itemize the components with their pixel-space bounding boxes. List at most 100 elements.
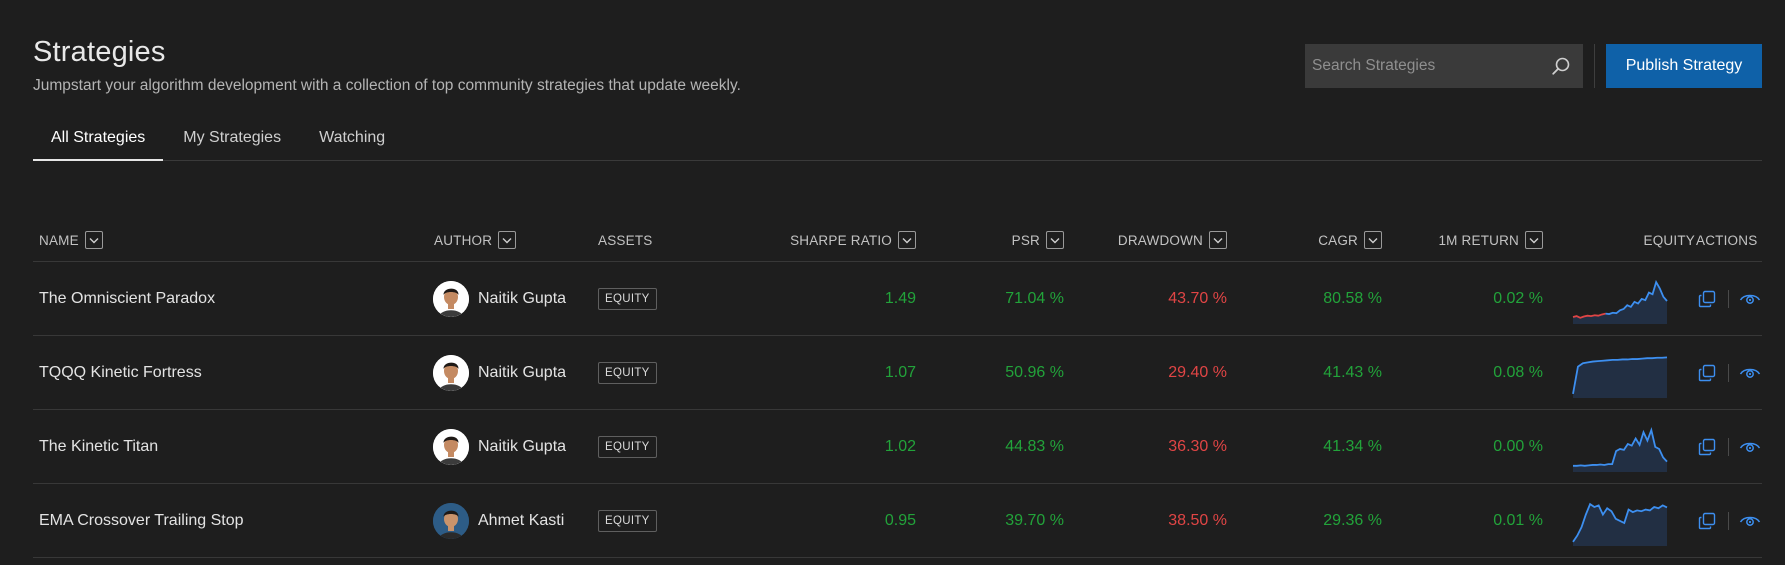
psr-value: 50.96 % (1005, 364, 1064, 381)
action-divider (1728, 438, 1729, 456)
col-drawdown-label: DRAWDOWN (1117, 232, 1203, 248)
chevron-down-icon[interactable] (1209, 231, 1227, 249)
header-divider (1594, 44, 1595, 88)
action-divider (1728, 364, 1729, 382)
equity-line (1573, 426, 1668, 467)
copy-icon[interactable] (1696, 288, 1718, 310)
sharpe-ratio: 0.95 (884, 512, 916, 529)
col-equity-header: EQUITY (1593, 218, 1695, 262)
assets-cell: EQUITY (598, 410, 657, 484)
author-name: Naitik Gupta (478, 290, 567, 307)
equity-area (1573, 430, 1667, 472)
chevron-down-icon[interactable] (84, 231, 103, 249)
chevron-down-icon[interactable] (898, 231, 916, 249)
psr-value: 44.83 % (1005, 438, 1064, 455)
avatar (433, 281, 469, 317)
asset-badge: EQUITY (598, 436, 657, 458)
chevron-down-icon[interactable] (1525, 231, 1543, 249)
assets-cell: EQUITY (598, 262, 657, 336)
page-title: Strategies (33, 36, 166, 68)
sharpe-ratio: 1.07 (884, 364, 916, 381)
cagr-value: 41.34 % (1323, 438, 1382, 455)
eye-icon[interactable] (1739, 436, 1761, 458)
publish-strategy-button[interactable]: Publish Strategy (1606, 44, 1762, 88)
psr-value: 71.04 % (1005, 290, 1064, 307)
strategy-name[interactable]: EMA Crossover Trailing Stop (39, 512, 244, 529)
search-box[interactable] (1305, 44, 1583, 88)
1m-return-value: 0.08 % (1493, 364, 1543, 381)
1m-return-value: 0.02 % (1493, 290, 1543, 307)
actions-cell (1696, 262, 1761, 336)
tab-all-strategies[interactable]: All Strategies (33, 116, 164, 161)
author-cell[interactable]: Naitik Gupta (433, 262, 566, 336)
col-sharpe-header[interactable]: SHARPE RATIO (733, 218, 916, 262)
chevron-down-icon[interactable] (498, 231, 517, 249)
equity-line (1572, 356, 1668, 395)
assets-cell: EQUITY (598, 484, 657, 558)
equity-cell (1571, 410, 1669, 484)
author-cell[interactable]: Naitik Gupta (433, 410, 566, 484)
search-input[interactable] (1312, 57, 1549, 75)
col-psr-label: PSR (1011, 232, 1040, 248)
col-author-header[interactable]: AUTHOR (434, 218, 517, 262)
author-name: Naitik Gupta (478, 438, 567, 455)
col-cagr-header[interactable]: CAGR (1253, 218, 1382, 262)
search-icon[interactable] (1549, 54, 1573, 78)
col-assets-label: ASSETS (598, 232, 653, 248)
drawdown-value: 43.70 % (1168, 290, 1227, 307)
strategy-name[interactable]: TQQQ Kinetic Fortress (39, 364, 202, 381)
eye-icon[interactable] (1739, 288, 1761, 310)
drawdown-value: 29.40 % (1168, 364, 1227, 381)
eye-icon[interactable] (1739, 362, 1761, 384)
tab-my-strategies[interactable]: My Strategies (183, 129, 282, 146)
equity-cell (1571, 262, 1669, 336)
avatar (433, 355, 469, 391)
avatar (433, 429, 469, 465)
col-actions-label: ACTIONS (1696, 232, 1758, 248)
strategy-name[interactable]: The Kinetic Titan (39, 438, 159, 455)
equity-cell (1571, 336, 1669, 410)
copy-icon[interactable] (1696, 510, 1718, 532)
avatar (433, 503, 469, 539)
psr-value: 39.70 % (1005, 512, 1064, 529)
col-drawdown-header[interactable]: DRAWDOWN (1073, 218, 1227, 262)
cagr-value: 41.43 % (1323, 364, 1382, 381)
author-name: Naitik Gupta (478, 364, 567, 381)
strategy-name[interactable]: The Omniscient Paradox (39, 290, 216, 307)
col-cagr-label: CAGR (1318, 232, 1358, 248)
equity-line (1605, 279, 1668, 315)
chevron-down-icon[interactable] (1364, 231, 1382, 249)
col-1m-return-label: 1M RETURN (1438, 232, 1519, 248)
equity-sparkline (1572, 356, 1668, 398)
equity-line (1572, 502, 1668, 543)
table-row[interactable]: TQQQ Kinetic Fortress Naitik Gupta EQUIT… (33, 336, 1762, 410)
table-row[interactable]: The Omniscient Paradox Naitik Gupta EQUI… (33, 262, 1762, 336)
actions-cell (1696, 336, 1761, 410)
sharpe-ratio: 1.49 (884, 290, 916, 307)
copy-icon[interactable] (1696, 436, 1718, 458)
col-psr-header[interactable]: PSR (933, 218, 1064, 262)
page-subtitle: Jumpstart your algorithm development wit… (33, 77, 741, 94)
author-name: Ahmet Kasti (478, 512, 565, 529)
sharpe-ratio: 1.02 (884, 438, 916, 455)
table-body: The Omniscient Paradox Naitik Gupta EQUI… (33, 262, 1762, 558)
actions-cell (1696, 410, 1761, 484)
eye-icon[interactable] (1739, 510, 1761, 532)
table-row[interactable]: The Kinetic Titan Naitik Gupta EQUITY 1.… (33, 410, 1762, 484)
col-name-header[interactable]: NAME (39, 218, 103, 262)
copy-icon[interactable] (1696, 362, 1718, 384)
col-author-label: AUTHOR (434, 232, 493, 248)
page-header: Strategies Jumpstart your algorithm deve… (33, 36, 741, 95)
equity-sparkline (1573, 426, 1668, 472)
col-assets-header: ASSETS (598, 218, 652, 262)
chevron-down-icon[interactable] (1046, 231, 1064, 249)
equity-loss-line (1572, 312, 1606, 319)
col-name-label: NAME (39, 232, 79, 248)
asset-badge: EQUITY (598, 288, 657, 310)
tab-watching[interactable]: Watching (319, 129, 386, 146)
equity-sparkline (1572, 502, 1668, 546)
author-cell[interactable]: Naitik Gupta (433, 336, 566, 410)
table-row[interactable]: EMA Crossover Trailing Stop Ahmet Kasti … (33, 484, 1762, 558)
author-cell[interactable]: Ahmet Kasti (433, 484, 564, 558)
col-1m-return-header[interactable]: 1M RETURN (1393, 218, 1543, 262)
